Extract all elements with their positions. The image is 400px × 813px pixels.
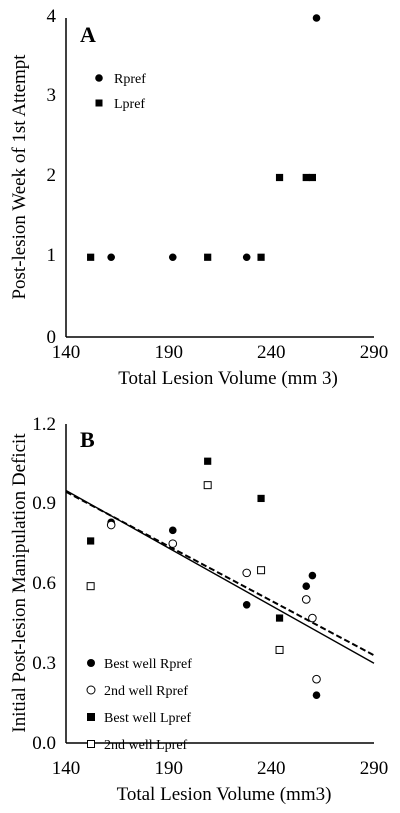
x-tick-label: 240 (257, 342, 286, 363)
legend-marker-best-well-rpref (87, 659, 95, 667)
data-point-rpref (107, 253, 115, 262)
x-tick-label: 190 (154, 758, 183, 779)
y-tick-label: 3 (47, 85, 57, 106)
y-axis-title: Initial Post-lesion Manipulation Deficit (9, 433, 30, 733)
panel-label: B (80, 427, 95, 452)
legend-label-best-well-lpref: Best well Lpref (104, 711, 191, 726)
x-axis-title: Total Lesion Volume (mm3) (117, 784, 332, 805)
y-tick-label: 2 (47, 165, 57, 186)
x-axis-title: Total Lesion Volume (mm 3) (118, 368, 338, 389)
legend-marker-best-well-lpref (87, 713, 95, 721)
legend: Best well Rpref 2nd well Rpref Best well… (86, 657, 192, 753)
data-point-2nd-well-rpref (312, 674, 321, 684)
data-point-best-well-lpref (275, 614, 284, 622)
x-tick-label: 190 (154, 342, 183, 363)
data-marks (86, 457, 321, 699)
legend-label-2nd-well-lpref: 2nd well Lpref (104, 738, 188, 753)
y-tick-label: 0.9 (32, 493, 56, 514)
x-tick-label: 290 (360, 758, 389, 779)
legend-label-lpref: Lpref (114, 97, 145, 112)
data-point-2nd-well-rpref (301, 595, 311, 604)
data-point-2nd-well-lpref (203, 481, 212, 490)
legend-marker-lpref (95, 99, 103, 107)
legend-marker-rpref (95, 74, 103, 82)
x-tick-label: 140 (52, 342, 81, 363)
y-tick-label: 0.0 (32, 733, 56, 754)
legend-label-best-well-rpref: Best well Rpref (104, 657, 192, 672)
legend-marker-2nd-well-rpref (86, 685, 96, 695)
data-point-best-well-lpref (257, 494, 265, 503)
data-point-rpref (168, 253, 177, 262)
regression-lines (65, 489, 375, 664)
y-axis-title: Post-lesion Week of 1st Attempt (9, 54, 30, 300)
data-point-2nd-well-lpref (257, 566, 266, 575)
y-tick-label: 4 (47, 6, 57, 27)
data-point-best-well-lpref (87, 537, 95, 545)
data-point-lpref (204, 253, 212, 261)
data-point-best-well-lpref (204, 457, 212, 465)
data-point-lpref (257, 253, 265, 261)
legend: Rpref Lpref (95, 72, 146, 112)
data-point-lpref (302, 173, 310, 182)
data-point-lpref (275, 173, 284, 182)
x-axis-title-text: Total Lesion Volume (mm 3) (118, 368, 338, 389)
data-point-2nd-well-rpref (106, 520, 116, 530)
data-point-2nd-well-lpref (86, 582, 95, 591)
x-tick-label: 290 (360, 342, 389, 363)
data-point-best-well-rpref (302, 582, 311, 590)
data-point-rpref (312, 14, 321, 22)
legend-label-rpref: Rpref (114, 72, 146, 87)
y-tick-label: 0.3 (32, 653, 56, 674)
data-point-best-well-rpref (312, 691, 321, 699)
data-point-2nd-well-rpref (308, 613, 317, 623)
legend-marker-2nd-well-lpref (87, 740, 95, 748)
x-tick-label: 140 (52, 758, 81, 779)
x-tick-label: 240 (257, 758, 286, 779)
panel-a: A 140 190 240 290 0 1 2 3 4 Total Lesion… (9, 6, 388, 389)
panel-b: B 140 190 240 290 0.0 0.3 0.6 0.9 1.2 To… (9, 414, 388, 805)
dashed-regression-line (65, 490, 375, 657)
y-tick-label: 1.2 (32, 414, 56, 435)
data-point-best-well-rpref (168, 526, 177, 535)
data-point-2nd-well-rpref (242, 568, 251, 578)
data-point-2nd-well-lpref (275, 645, 284, 654)
legend-label-2nd-well-rpref: 2nd well Rpref (104, 684, 188, 699)
data-point-lpref (87, 253, 95, 261)
y-tick-label: 0.6 (32, 573, 56, 594)
y-tick-label: 0 (47, 327, 57, 348)
data-point-best-well-rpref (308, 571, 317, 580)
data-point-rpref (242, 253, 251, 262)
solid-regression-line (65, 489, 375, 664)
data-marks (87, 14, 321, 262)
data-point-best-well-rpref (242, 600, 251, 609)
panel-label: A (80, 22, 96, 47)
y-tick-label: 1 (47, 245, 57, 266)
data-point-2nd-well-rpref (168, 539, 178, 548)
data-point-lpref (308, 173, 316, 182)
